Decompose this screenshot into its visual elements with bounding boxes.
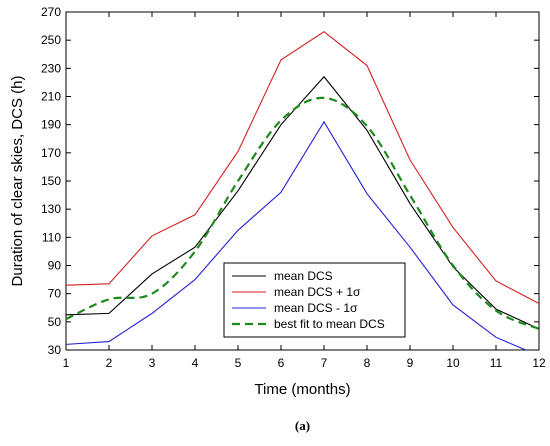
x-tick-label: 6 <box>278 356 285 370</box>
x-tick-label: 8 <box>364 356 371 370</box>
x-tick-label: 1 <box>63 356 70 370</box>
ticks-layer: 1 2 3 4 5 6 7 8 9 10 11 123050709011013015017019021… <box>41 5 546 370</box>
series-line-2 <box>66 120 528 350</box>
x-tick-label: 3 <box>149 356 156 370</box>
legend-label-2: mean DCS - 1σ <box>274 301 358 315</box>
y-tick-label: 190 <box>41 118 61 132</box>
x-tick-label: 9 <box>407 356 414 370</box>
legend-label-1: mean DCS + 1σ <box>274 285 361 299</box>
x-tick-label: 5 <box>235 356 242 370</box>
x-tick-label: 11 <box>490 356 503 370</box>
y-tick-label: 30 <box>48 343 62 357</box>
legend-label-3: best fit to mean DCS <box>274 317 385 331</box>
y-tick-label: 170 <box>41 146 61 160</box>
series-line-1 <box>66 31 539 305</box>
plot-area: 1 2 3 4 5 6 7 8 9 10 11 123050709011013015017019021… <box>41 5 546 370</box>
legend: mean DCS mean DCS + 1σ mean DCS - 1σ best f… <box>223 262 406 338</box>
y-tick-label: 90 <box>48 259 62 273</box>
y-tick-label: 110 <box>42 230 61 244</box>
x-axis-title: Time (months) <box>254 381 350 398</box>
legend-label-0: mean DCS <box>274 269 333 283</box>
axis-titles: Time (months) Duration of clear skies, D… <box>9 76 351 398</box>
y-tick-label: 150 <box>41 174 61 188</box>
y-tick-label: 270 <box>41 5 61 19</box>
x-tick-label: 4 <box>192 356 199 370</box>
y-tick-label: 70 <box>48 287 62 301</box>
series-layer <box>66 31 539 350</box>
x-tick-label: 7 <box>321 356 328 370</box>
x-tick-label: 12 <box>532 356 546 370</box>
x-tick-label: 10 <box>446 356 460 370</box>
y-axis-title: Duration of clear skies, DCS (h) <box>9 76 26 287</box>
y-tick-label: 250 <box>41 33 61 47</box>
x-tick-label: 2 <box>106 356 113 370</box>
y-tick-label: 230 <box>41 61 61 75</box>
y-tick-label: 130 <box>41 202 61 216</box>
figure-caption: (a) <box>295 418 310 433</box>
legend-box <box>223 262 406 338</box>
series-line-3 <box>66 96 539 330</box>
y-tick-label: 50 <box>48 315 62 329</box>
y-tick-label: 210 <box>41 90 61 104</box>
